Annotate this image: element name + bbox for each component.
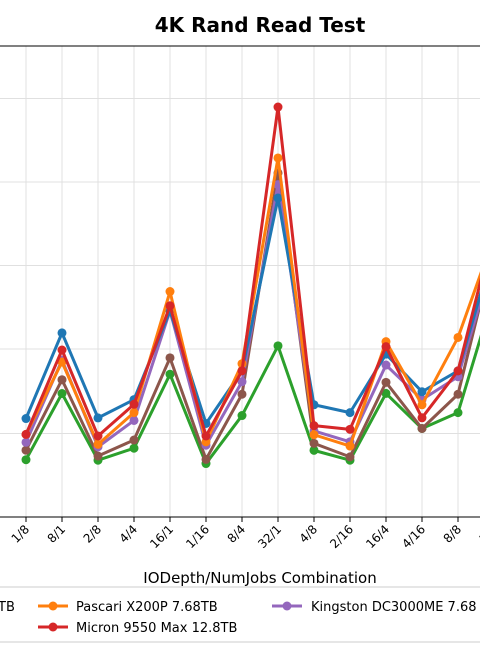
data-point bbox=[345, 408, 355, 418]
data-point bbox=[93, 413, 103, 423]
data-point bbox=[165, 301, 175, 311]
data-point bbox=[381, 342, 391, 352]
x-axis-label: IODepth/NumJobs Combination bbox=[143, 569, 376, 587]
series-layer bbox=[21, 102, 480, 469]
legend-label-micron: Micron 9550 Max 12.8TB bbox=[76, 621, 237, 636]
data-point bbox=[129, 415, 139, 425]
x-tick-label: 32/ bbox=[477, 522, 480, 546]
data-point bbox=[57, 389, 67, 399]
legend-label-fragment: TB bbox=[0, 600, 15, 615]
legend: TB Pascari X200P 7.68TB Micron 9550 Max … bbox=[0, 586, 480, 643]
data-point bbox=[57, 375, 67, 385]
data-point bbox=[381, 377, 391, 387]
data-point bbox=[309, 421, 319, 431]
data-point bbox=[309, 445, 319, 455]
data-point bbox=[57, 345, 67, 355]
data-point bbox=[273, 341, 283, 351]
data-point bbox=[129, 408, 139, 418]
legend-label-pascari: Pascari X200P 7.68TB bbox=[76, 600, 218, 615]
data-point bbox=[165, 369, 175, 379]
data-point bbox=[381, 388, 391, 398]
legend-item-micron: Micron 9550 Max 12.8TB bbox=[38, 621, 237, 636]
legend-marker-micron bbox=[48, 622, 58, 632]
data-point bbox=[453, 408, 463, 418]
series-line bbox=[24, 105, 480, 438]
data-point bbox=[417, 400, 427, 410]
data-point bbox=[201, 431, 211, 441]
data-point bbox=[417, 387, 427, 397]
data-point bbox=[21, 437, 31, 447]
data-point bbox=[129, 435, 139, 445]
data-point bbox=[309, 430, 319, 440]
data-point bbox=[237, 389, 247, 399]
data-point bbox=[273, 193, 283, 203]
data-point bbox=[129, 399, 139, 409]
data-point bbox=[453, 389, 463, 399]
series-line bbox=[24, 196, 480, 425]
data-point bbox=[165, 287, 175, 297]
legend-item-kingston: Kingston DC3000ME 7.68 bbox=[272, 600, 477, 615]
series-line bbox=[24, 156, 480, 448]
data-point bbox=[273, 153, 283, 163]
data-point bbox=[93, 439, 103, 449]
legend-item-pascari: Pascari X200P 7.68TB bbox=[38, 600, 218, 615]
data-point bbox=[93, 431, 103, 441]
data-point bbox=[417, 423, 427, 433]
data-point bbox=[21, 429, 31, 439]
data-point bbox=[381, 360, 391, 370]
data-point bbox=[345, 441, 355, 451]
data-point bbox=[201, 454, 211, 464]
data-point bbox=[237, 366, 247, 376]
data-point bbox=[237, 377, 247, 387]
data-point bbox=[57, 357, 67, 367]
data-point bbox=[417, 413, 427, 423]
series-2 bbox=[21, 102, 480, 441]
data-point bbox=[453, 332, 463, 342]
data-point bbox=[21, 445, 31, 455]
data-point bbox=[21, 414, 31, 424]
data-point bbox=[237, 411, 247, 421]
chart-title: 4K Rand Read Test bbox=[155, 13, 366, 37]
data-point bbox=[57, 328, 67, 338]
data-point bbox=[345, 452, 355, 462]
data-point bbox=[309, 438, 319, 448]
data-point bbox=[129, 443, 139, 453]
legend-label-kingston: Kingston DC3000ME 7.68 bbox=[311, 600, 477, 615]
data-point bbox=[273, 102, 283, 112]
data-point bbox=[165, 353, 175, 363]
legend-marker-kingston bbox=[282, 601, 292, 611]
data-point bbox=[93, 451, 103, 461]
legend-marker-pascari bbox=[48, 601, 58, 611]
series-1 bbox=[21, 153, 480, 451]
data-point bbox=[21, 455, 31, 465]
data-point bbox=[345, 424, 355, 434]
data-point bbox=[453, 366, 463, 376]
